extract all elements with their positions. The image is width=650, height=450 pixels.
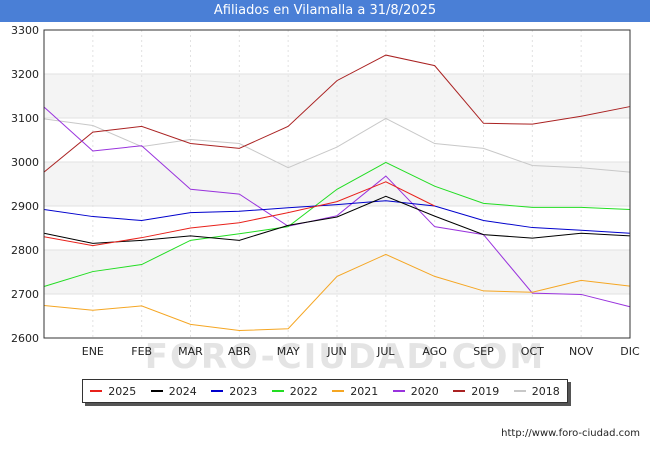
legend-swatch bbox=[332, 390, 345, 392]
legend-label: 2019 bbox=[471, 384, 500, 398]
x-tick-label: FEB bbox=[131, 345, 152, 358]
y-tick-label: 2900 bbox=[11, 200, 39, 213]
x-tick-label: MAR bbox=[178, 345, 203, 358]
x-tick-label: ENE bbox=[82, 345, 104, 358]
x-tick-label: MAY bbox=[277, 345, 300, 358]
series-lines bbox=[43, 54, 631, 332]
legend-swatch bbox=[150, 390, 163, 392]
x-tick-label: DIC bbox=[620, 345, 640, 358]
y-tick-label: 2600 bbox=[11, 332, 39, 345]
legend-swatch bbox=[90, 390, 103, 392]
x-tick-label: ABR bbox=[228, 345, 251, 358]
series-line-2021 bbox=[43, 253, 631, 332]
legend-swatch bbox=[211, 390, 224, 392]
legend: 2025 2024 2023 2022 2021 2020 2019 2018 bbox=[82, 379, 568, 403]
y-axis-ticks: 2600 2700 2800 2900 3000 3100 3200 3300 bbox=[11, 24, 39, 345]
x-tick-label: NOV bbox=[569, 345, 594, 358]
legend-item-2023: 2023 bbox=[211, 385, 257, 398]
legend-label: 2018 bbox=[531, 384, 560, 398]
legend-item-2025: 2025 bbox=[90, 385, 136, 398]
legend-swatch bbox=[513, 390, 526, 392]
x-tick-label: SEP bbox=[473, 345, 494, 358]
legend-label: 2021 bbox=[350, 384, 379, 398]
legend-label: 2024 bbox=[168, 384, 197, 398]
y-tick-label: 2700 bbox=[11, 288, 39, 301]
y-tick-label: 2800 bbox=[11, 244, 39, 257]
x-tick-label: JUL bbox=[376, 345, 395, 358]
plot-frame bbox=[43, 29, 631, 339]
legend-label: 2020 bbox=[410, 384, 439, 398]
y-tick-label: 3200 bbox=[11, 68, 39, 81]
series-line-2024 bbox=[43, 195, 631, 244]
plot-band bbox=[44, 162, 630, 206]
series-line-2022 bbox=[43, 161, 631, 287]
y-tick-label: 3000 bbox=[11, 156, 39, 169]
legend-item-2018: 2018 bbox=[513, 384, 560, 398]
legend-item-2020: 2020 bbox=[392, 384, 439, 398]
series-line-2020 bbox=[43, 106, 631, 308]
chart-title: Afiliados en Vilamalla a 31/8/2025 bbox=[0, 0, 650, 22]
legend-swatch bbox=[271, 390, 284, 392]
legend-swatch bbox=[453, 390, 466, 392]
y-tick-label: 3100 bbox=[11, 112, 39, 125]
watermark: FORO-CIUDAD.COM bbox=[145, 337, 546, 377]
y-tick-label: 3300 bbox=[11, 24, 39, 37]
legend-item-2021: 2021 bbox=[332, 385, 378, 398]
x-tick-label: AGO bbox=[422, 345, 447, 358]
legend-label: 2025 bbox=[108, 384, 137, 398]
legend-label: 2022 bbox=[289, 384, 318, 398]
source-credit: http://www.foro-ciudad.com bbox=[501, 428, 640, 439]
series-line-2023 bbox=[43, 200, 631, 234]
series-line-2018 bbox=[43, 117, 631, 173]
legend-item-2024: 2024 bbox=[150, 384, 197, 398]
series-line-2025 bbox=[43, 181, 435, 247]
x-tick-label: OCT bbox=[521, 345, 544, 358]
series-line-2019 bbox=[43, 54, 631, 173]
legend-item-2022: 2022 bbox=[271, 384, 318, 398]
legend-label: 2023 bbox=[229, 384, 258, 398]
legend-swatch bbox=[392, 390, 405, 392]
x-tick-label: JUN bbox=[326, 345, 347, 358]
x-axis-ticks: ENE FEB MAR ABR MAY JUN JUL AGO SEP OCT NOV DIC bbox=[82, 345, 640, 358]
legend-item-2019: 2019 bbox=[453, 385, 499, 398]
